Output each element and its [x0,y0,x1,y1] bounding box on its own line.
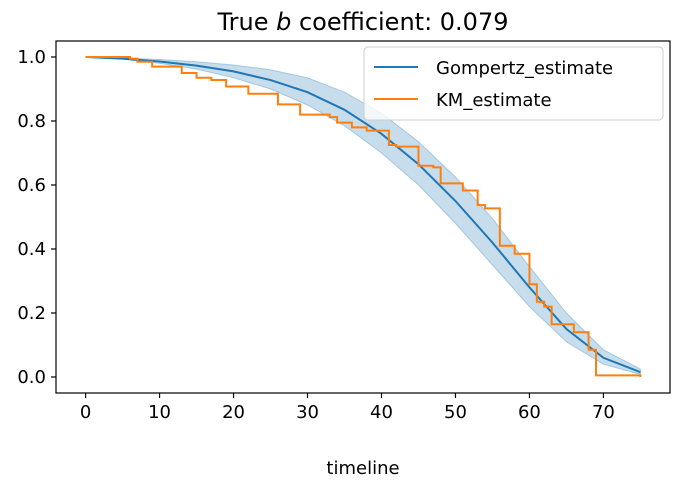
x-axis-label: timeline [326,458,399,479]
x-axis-ticks: 0 10 20 30 40 50 60 70 [80,393,615,423]
x-tick-label: 50 [444,402,467,423]
y-tick-label: 0.2 [17,303,46,324]
legend: Gompertz_estimate KM_estimate [363,46,664,121]
legend-label-km: KM_estimate [436,90,552,111]
x-tick-label: 70 [592,402,615,423]
legend-box [363,46,664,121]
chart-title-prefix: True [217,8,277,36]
y-tick-label: 0.4 [17,239,46,260]
y-tick-label: 0.0 [17,367,46,388]
legend-label-gompertz: Gompertz_estimate [436,58,613,79]
chart-title-italic: b [276,8,291,36]
x-tick-label: 20 [222,402,245,423]
series-layer [85,56,642,377]
gompertz-line [85,56,641,374]
chart-title: True b coefficient: 0.079 [217,8,509,36]
x-tick-label: 10 [148,402,171,423]
y-axis-ticks: 0.0 0.2 0.4 0.6 0.8 1.0 [17,47,56,388]
plot-area-frame [55,40,671,394]
km-step-line [85,56,642,377]
x-tick-label: 60 [518,402,541,423]
y-tick-label: 1.0 [17,47,46,68]
chart-title-suffix: coefficient: 0.079 [291,8,508,36]
x-tick-label: 40 [370,402,393,423]
y-tick-label: 0.8 [17,111,46,132]
x-tick-label: 30 [296,402,319,423]
x-tick-label: 0 [80,402,91,423]
y-tick-label: 0.6 [17,175,46,196]
